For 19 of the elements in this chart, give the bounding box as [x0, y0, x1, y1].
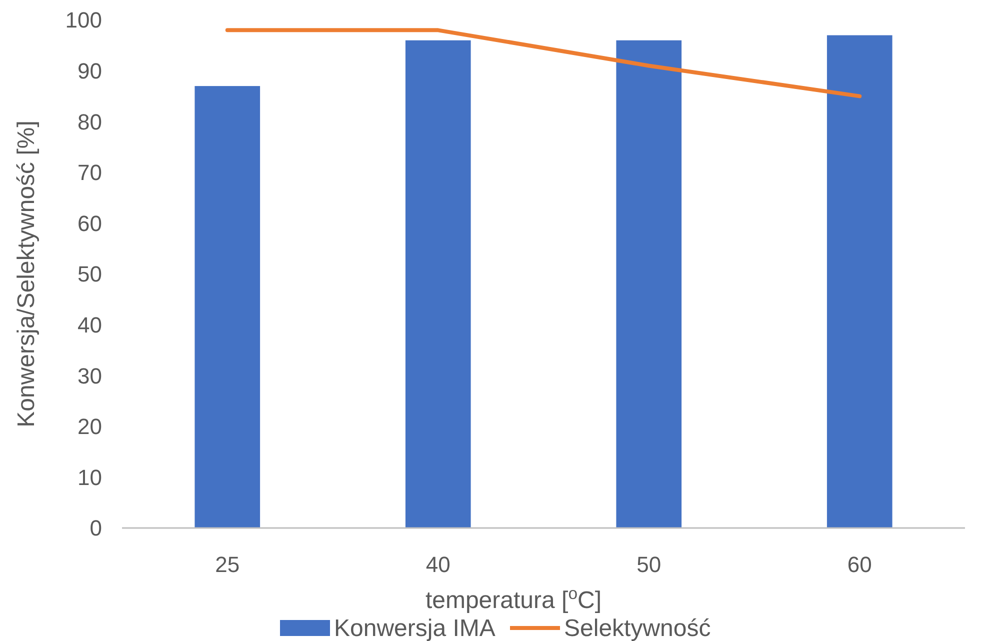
y-tick-label: 90	[78, 58, 102, 84]
legend-label: Konwersja IMA	[334, 615, 496, 641]
legend-label: Selektywność	[564, 615, 711, 641]
y-tick-label: 50	[78, 262, 102, 287]
y-tick-label: 20	[78, 414, 102, 440]
y-tick-label: 10	[78, 464, 102, 490]
y-tick-label: 30	[78, 363, 102, 388]
y-tick-label: 0	[90, 516, 102, 541]
y-tick-label: 100	[65, 8, 102, 33]
x-axis-title: temperatura [$^{o}$C]	[425, 584, 602, 614]
y-tick-label: 70	[78, 160, 102, 186]
y-tick-label: 60	[78, 210, 102, 236]
y-tick-label: 40	[78, 312, 102, 338]
x-tick-label: 50	[636, 552, 662, 577]
y-tick-label: 80	[78, 109, 102, 134]
x-tick-label: 25	[215, 552, 240, 577]
x-tick-label: 60	[847, 552, 872, 577]
y-axis-title: Konwersja/Selektywność [%]	[13, 120, 40, 428]
x-tick-label: 40	[426, 552, 450, 577]
